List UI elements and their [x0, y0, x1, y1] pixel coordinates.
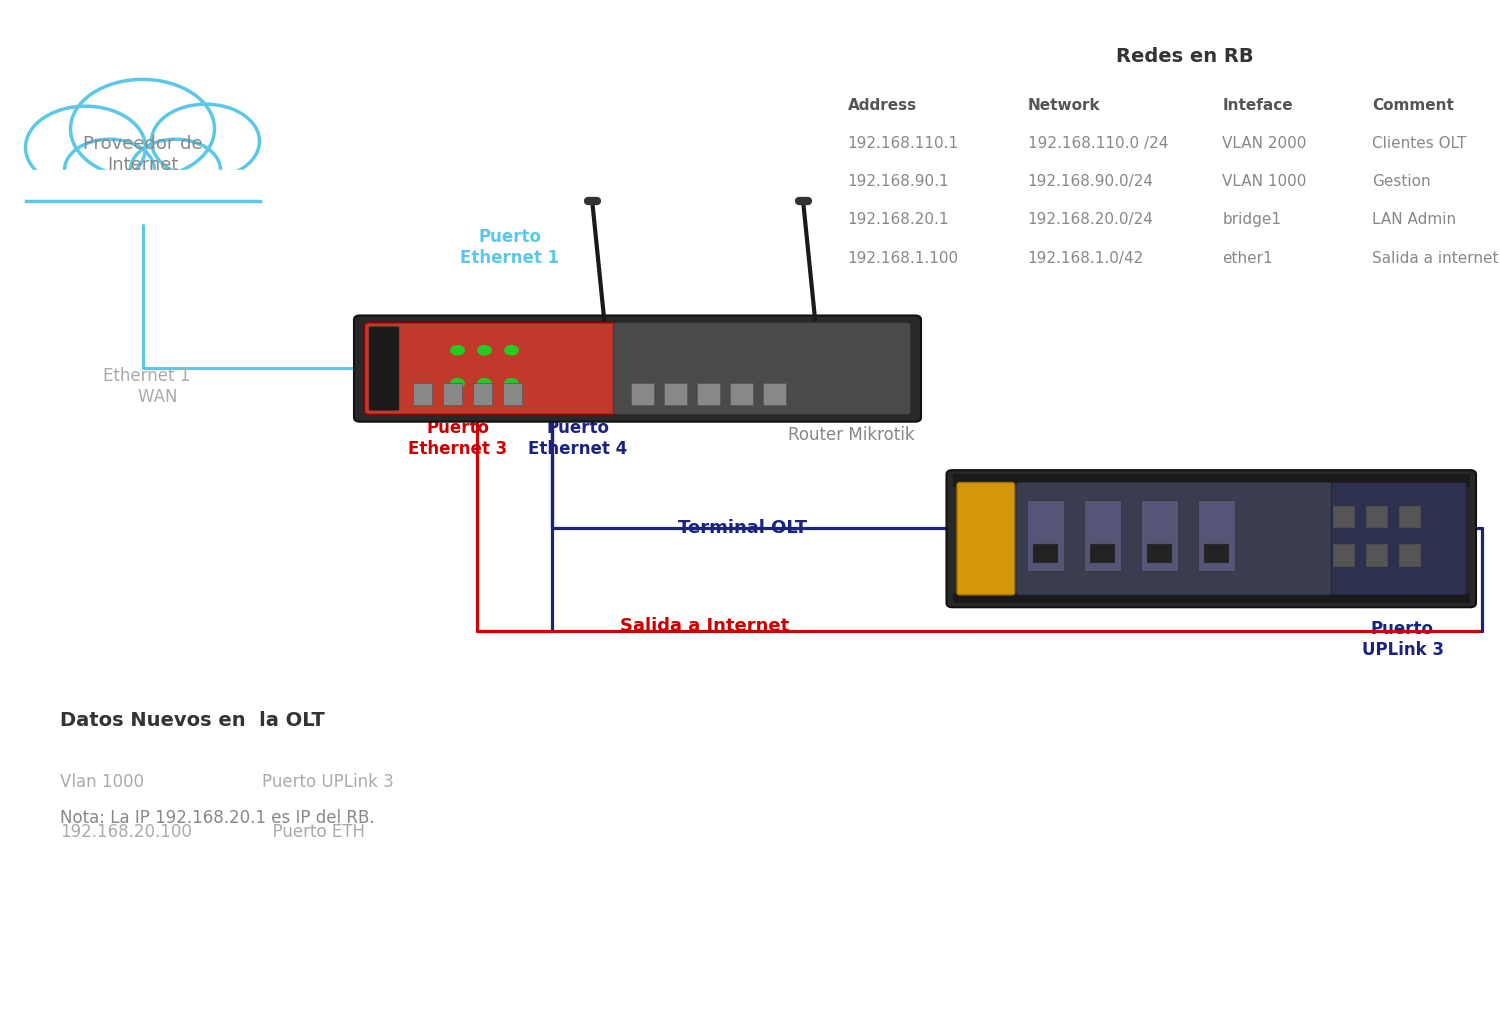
Text: ether1: ether1 — [1222, 251, 1274, 266]
Text: Address: Address — [847, 98, 916, 113]
Text: Puerto ETH: Puerto ETH — [262, 823, 366, 840]
Circle shape — [64, 139, 154, 201]
Text: VLAN 1000: VLAN 1000 — [1222, 174, 1306, 190]
Text: Datos Nuevos en  la OLT: Datos Nuevos en la OLT — [60, 711, 324, 730]
FancyBboxPatch shape — [1332, 483, 1467, 595]
Circle shape — [504, 378, 518, 388]
FancyBboxPatch shape — [1017, 483, 1332, 595]
Text: 192.168.110.0 /24: 192.168.110.0 /24 — [1028, 136, 1168, 152]
Text: Clientes OLT: Clientes OLT — [1372, 136, 1467, 152]
Text: Puerto UPLink 3: Puerto UPLink 3 — [262, 773, 394, 791]
Bar — [1365, 544, 1388, 567]
Bar — [1365, 506, 1388, 528]
Text: Ethernet 1
    WAN: Ethernet 1 WAN — [104, 367, 190, 406]
Text: Inteface: Inteface — [1222, 98, 1293, 113]
Circle shape — [152, 104, 260, 178]
Text: Terminal OLT: Terminal OLT — [678, 519, 807, 537]
Text: Router Mikrotik: Router Mikrotik — [788, 426, 914, 444]
FancyBboxPatch shape — [957, 483, 1014, 595]
Bar — [1398, 506, 1420, 528]
Bar — [730, 383, 753, 405]
Bar — [1083, 500, 1120, 571]
Bar — [1197, 500, 1236, 571]
Bar — [413, 383, 432, 405]
Text: Puerto
ETH: Puerto ETH — [1401, 480, 1464, 520]
Bar — [442, 383, 462, 405]
Circle shape — [130, 139, 220, 201]
Bar — [764, 383, 786, 405]
Text: 192.168.90.0/24: 192.168.90.0/24 — [1028, 174, 1154, 190]
Bar — [664, 383, 687, 405]
Circle shape — [26, 106, 146, 189]
Bar — [1032, 544, 1059, 563]
Text: Salida a Internet: Salida a Internet — [621, 617, 789, 635]
Bar — [1332, 544, 1354, 567]
Bar — [1089, 544, 1114, 563]
FancyBboxPatch shape — [614, 323, 910, 414]
Circle shape — [450, 378, 465, 388]
Text: Salida a internet: Salida a internet — [1372, 251, 1498, 266]
Text: 192.168.90.1: 192.168.90.1 — [847, 174, 950, 190]
Bar — [1203, 544, 1230, 563]
Text: Puerto
Ethernet 4: Puerto Ethernet 4 — [528, 419, 627, 458]
Bar — [472, 383, 492, 405]
Text: Vlan 1000: Vlan 1000 — [60, 773, 144, 791]
Circle shape — [450, 345, 465, 355]
Bar — [952, 474, 1470, 487]
Text: Puerto
Ethernet 3: Puerto Ethernet 3 — [408, 419, 507, 458]
Text: 192.168.20.1: 192.168.20.1 — [847, 212, 950, 228]
Bar — [503, 383, 522, 405]
Text: 192.168.20.100: 192.168.20.100 — [60, 823, 192, 840]
Text: 192.168.20.0/24: 192.168.20.0/24 — [1028, 212, 1154, 228]
Text: bridge1: bridge1 — [1222, 212, 1281, 228]
Text: 192.168.110.1: 192.168.110.1 — [847, 136, 958, 152]
Text: 192.168.1.0/42: 192.168.1.0/42 — [1028, 251, 1143, 266]
Bar — [1332, 506, 1354, 528]
Text: Network: Network — [1028, 98, 1100, 113]
Bar — [1146, 544, 1173, 563]
Circle shape — [504, 345, 518, 355]
Text: Comment: Comment — [1372, 98, 1455, 113]
Circle shape — [477, 345, 492, 355]
Text: Gestion: Gestion — [1372, 174, 1431, 190]
Circle shape — [70, 79, 214, 178]
FancyBboxPatch shape — [946, 470, 1476, 607]
Bar — [698, 383, 720, 405]
Bar — [26, 170, 260, 201]
Text: Proveedor de
Internet: Proveedor de Internet — [82, 135, 203, 174]
FancyBboxPatch shape — [364, 323, 618, 414]
Text: Nota: La IP 192.168.20.1 es IP del RB.: Nota: La IP 192.168.20.1 es IP del RB. — [60, 809, 375, 827]
Text: Puerto
UPLink 3: Puerto UPLink 3 — [1362, 620, 1443, 659]
Circle shape — [477, 378, 492, 388]
Bar — [952, 593, 1470, 603]
Bar — [1140, 500, 1179, 571]
Text: Puerto
Ethernet 1: Puerto Ethernet 1 — [460, 228, 560, 267]
Text: LAN Admin: LAN Admin — [1372, 212, 1456, 228]
FancyBboxPatch shape — [369, 327, 399, 410]
FancyBboxPatch shape — [354, 315, 921, 422]
Text: VLAN 2000: VLAN 2000 — [1222, 136, 1306, 152]
Bar — [632, 383, 654, 405]
Text: 192.168.1.100: 192.168.1.100 — [847, 251, 958, 266]
Bar — [1398, 544, 1420, 567]
Bar — [1026, 500, 1065, 571]
Text: Redes en RB: Redes en RB — [1116, 47, 1254, 66]
